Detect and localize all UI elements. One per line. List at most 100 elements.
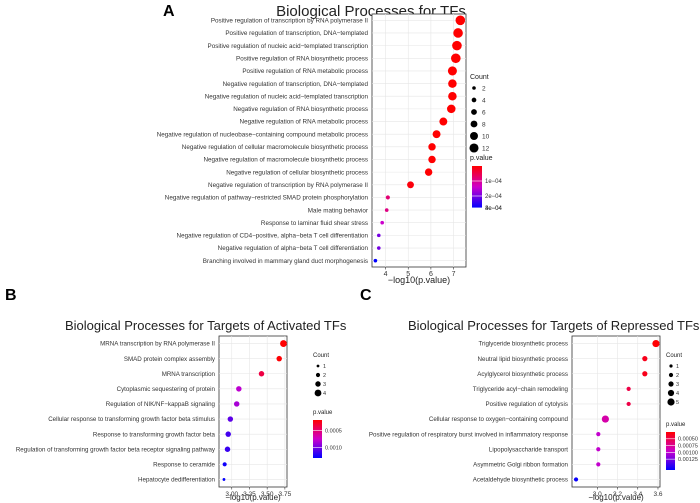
x-tick-label: 3.00	[225, 491, 238, 498]
size-legend-dot	[668, 372, 674, 378]
color-legend-label: 0.0010	[325, 446, 342, 452]
x-tick-label: 3.6	[653, 491, 662, 498]
category-label: Negative regulation of nucleic acid−temp…	[205, 93, 369, 100]
data-point	[447, 104, 456, 114]
size-legend-dot	[315, 381, 321, 387]
size-legend-label: 4	[323, 391, 326, 397]
category-label: Cytoplasmic sequestering of protein	[117, 386, 216, 393]
category-label: Negative regulation of alpha−beta T cell…	[218, 245, 369, 252]
panel-b-plot-area	[218, 335, 288, 488]
data-point	[596, 462, 601, 467]
data-point	[280, 340, 287, 347]
size-legend-dot	[470, 132, 478, 140]
size-legend-label: 4	[482, 97, 486, 104]
panel-c-gridlines	[572, 336, 660, 487]
x-tick-label: 6	[429, 271, 433, 278]
panel-b-letter: B	[5, 287, 17, 304]
size-legend-dot	[667, 389, 675, 397]
x-tick-label: 3.75	[279, 491, 292, 498]
color-legend-label: 3e−04	[485, 206, 503, 212]
size-legend-label: 8	[482, 121, 486, 128]
category-label: Negative regulation of macromolecule bio…	[203, 157, 368, 164]
color-legend-bar	[472, 166, 482, 208]
data-point	[225, 431, 231, 437]
panel-c: C Biological Processes for Targets of Re…	[360, 287, 700, 502]
data-point	[452, 40, 462, 51]
category-label: SMAD protein complex assembly	[124, 356, 216, 363]
size-legend-dot	[469, 143, 479, 153]
size-legend-title: Count	[666, 353, 682, 359]
data-point	[596, 447, 601, 452]
size-legend-label: 1	[676, 364, 679, 370]
category-label: Hepatocyte dedifferentiation	[138, 477, 215, 484]
data-point	[236, 386, 242, 392]
category-label: Lipopolysaccharide transport	[489, 446, 568, 453]
category-label: Negative regulation of RNA metabolic pro…	[240, 119, 368, 126]
color-legend-label: 0.00075	[678, 443, 698, 449]
category-label: Positive regulation of transcription by …	[211, 18, 368, 25]
panel-b: B Biological Processes for Targets of Ac…	[5, 287, 347, 502]
data-point	[233, 401, 240, 407]
panel-c-title: Biological Processes for Targets of Repr…	[408, 318, 700, 333]
data-point	[424, 168, 433, 176]
category-label: Response to ceramide	[153, 462, 215, 469]
x-tick-label: 7	[452, 271, 456, 278]
color-legend-label: 0.0005	[325, 428, 342, 434]
color-legend-label: 0.00100	[678, 450, 698, 456]
category-label: Negative regulation of cellular macromol…	[182, 144, 368, 151]
size-legend-label: 6	[482, 109, 486, 116]
category-label: Positive regulation of RNA biosynthetic …	[236, 55, 368, 62]
panel-a-points	[373, 15, 466, 263]
color-legend-title: p.value	[666, 422, 686, 428]
category-label: Negative regulation of transcription by …	[208, 182, 368, 189]
data-point	[642, 371, 648, 377]
category-label: Triglyceride acyl−chain remodeling	[473, 386, 569, 393]
panel-c-x-ticks: 3.0 3.2 3.4 3.6	[593, 487, 663, 498]
x-tick-label: 3.25	[243, 491, 256, 498]
color-legend-bar	[313, 420, 322, 458]
data-point	[376, 233, 381, 238]
x-tick-label: 3.50	[261, 491, 274, 498]
data-point	[626, 401, 631, 407]
data-point	[428, 143, 436, 151]
data-point	[258, 371, 265, 377]
size-legend-label: 10	[482, 133, 490, 140]
size-legend-dot	[667, 398, 675, 406]
size-legend-label: 2	[676, 373, 679, 379]
panel-b-x-axis-label: −log10(p.value)	[225, 493, 281, 502]
category-label: Cellular response to transforming growth…	[48, 416, 215, 423]
category-label: MRNA transcription	[162, 371, 216, 378]
category-label: Regulation of NIK/NF−kappaB signaling	[106, 401, 216, 408]
x-tick-label: 3.4	[633, 491, 642, 498]
category-label: Cellular response to oxygen−containing c…	[429, 416, 569, 423]
size-legend-dot	[315, 372, 321, 378]
category-label: Negative regulation of nucleobase−contai…	[157, 131, 368, 138]
data-point	[222, 462, 227, 467]
size-legend-label: 12	[482, 145, 490, 152]
data-point	[439, 117, 448, 126]
data-point	[642, 356, 648, 362]
category-label: Response to transforming growth factor b…	[93, 431, 216, 438]
panel-b-color-legend: p.value 0.0005 0.0010	[313, 410, 342, 458]
data-point	[448, 91, 457, 101]
category-label: Regulation of transforming growth factor…	[16, 446, 216, 453]
panel-a-x-ticks: 4 5 6 7	[384, 267, 456, 278]
panel-c-points	[573, 339, 660, 482]
color-legend-label: 0.00125	[678, 457, 698, 463]
panel-b-points	[222, 340, 287, 481]
data-point	[447, 66, 457, 76]
category-label: Neutral lipid biosynthetic process	[478, 356, 568, 363]
data-point	[626, 386, 631, 391]
panel-a-category-labels: Positive regulation of transcription by …	[157, 18, 369, 265]
panel-a-gridlines	[372, 14, 466, 267]
panel-a-letter: A	[163, 3, 175, 20]
panel-b-category-labels: MRNA transcription by RNA polymerase II S…	[16, 341, 216, 484]
color-legend-label: 0.00050	[678, 437, 698, 443]
data-point	[432, 130, 441, 139]
size-legend-dot	[668, 381, 674, 387]
panel-a: A Biological Processes for TFs Positive …	[157, 3, 503, 285]
data-point	[276, 355, 282, 362]
color-legend-label: 2e−04	[485, 194, 503, 200]
panel-c-x-axis-label: −log10(p.value)	[588, 493, 644, 502]
